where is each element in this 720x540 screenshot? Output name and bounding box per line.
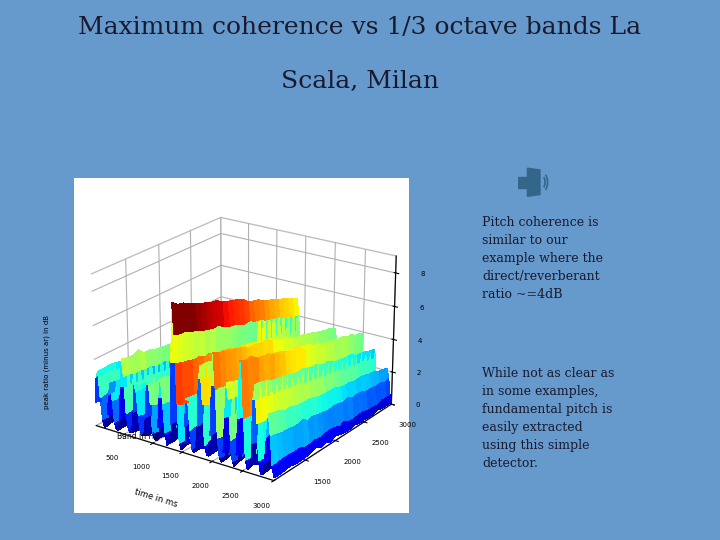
Text: Scala, Milan: Scala, Milan xyxy=(281,70,439,93)
Polygon shape xyxy=(527,168,540,197)
Text: Pitch coherence is
similar to our
example where the
direct/reverberant
ratio ~=4: Pitch coherence is similar to our exampl… xyxy=(482,216,603,301)
X-axis label: time in ms: time in ms xyxy=(133,488,179,509)
Text: While not as clear as
in some examples,
fundamental pitch is
easily extracted
us: While not as clear as in some examples, … xyxy=(482,367,615,470)
Bar xyxy=(518,177,527,187)
Text: peak ratio (minus ar) in dB: peak ratio (minus ar) in dB xyxy=(44,315,50,409)
Text: Maximum coherence vs 1/3 octave bands La: Maximum coherence vs 1/3 octave bands La xyxy=(78,16,642,39)
